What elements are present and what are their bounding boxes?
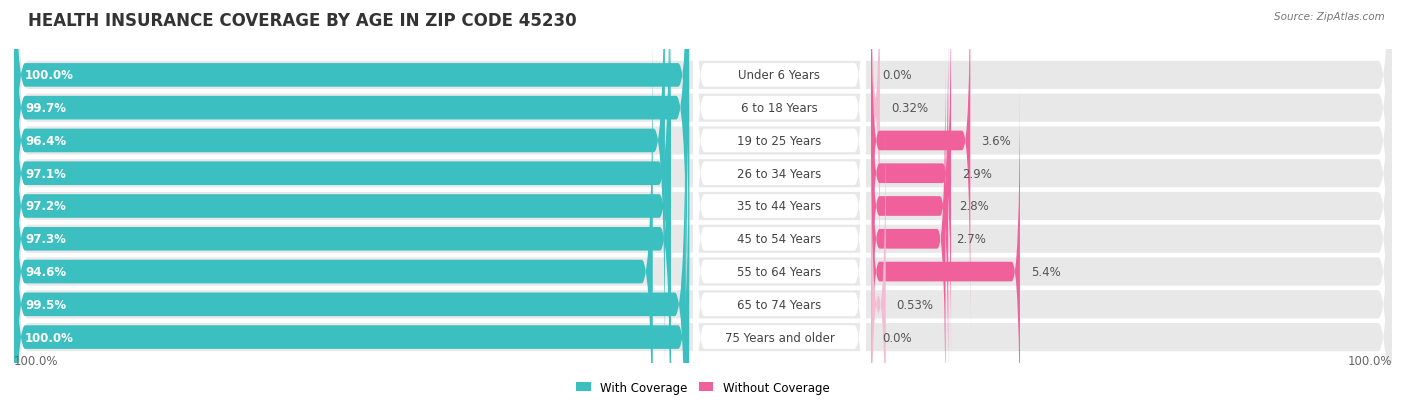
Text: 97.1%: 97.1% bbox=[25, 167, 66, 180]
Text: 100.0%: 100.0% bbox=[1347, 354, 1392, 367]
Text: 3.6%: 3.6% bbox=[981, 135, 1011, 147]
FancyBboxPatch shape bbox=[693, 0, 866, 391]
FancyBboxPatch shape bbox=[14, 0, 669, 413]
FancyBboxPatch shape bbox=[872, 0, 950, 360]
FancyBboxPatch shape bbox=[14, 0, 1392, 413]
Text: 75 Years and older: 75 Years and older bbox=[724, 331, 834, 344]
FancyBboxPatch shape bbox=[872, 118, 886, 413]
Legend: With Coverage, Without Coverage: With Coverage, Without Coverage bbox=[572, 376, 834, 399]
FancyBboxPatch shape bbox=[14, 0, 1392, 413]
Text: Source: ZipAtlas.com: Source: ZipAtlas.com bbox=[1274, 12, 1385, 22]
FancyBboxPatch shape bbox=[693, 0, 866, 413]
FancyBboxPatch shape bbox=[693, 88, 866, 413]
FancyBboxPatch shape bbox=[14, 0, 1392, 413]
Text: 96.4%: 96.4% bbox=[25, 135, 66, 147]
FancyBboxPatch shape bbox=[14, 0, 671, 413]
Text: 2.9%: 2.9% bbox=[962, 167, 991, 180]
Text: 19 to 25 Years: 19 to 25 Years bbox=[737, 135, 821, 147]
FancyBboxPatch shape bbox=[14, 0, 1392, 413]
Text: 97.2%: 97.2% bbox=[25, 200, 66, 213]
FancyBboxPatch shape bbox=[14, 0, 1392, 389]
FancyBboxPatch shape bbox=[872, 53, 945, 413]
FancyBboxPatch shape bbox=[872, 85, 1019, 413]
FancyBboxPatch shape bbox=[14, 0, 688, 358]
FancyBboxPatch shape bbox=[14, 0, 1392, 413]
FancyBboxPatch shape bbox=[872, 20, 948, 393]
Text: 2.8%: 2.8% bbox=[959, 200, 988, 213]
FancyBboxPatch shape bbox=[14, 0, 1392, 413]
Text: 45 to 54 Years: 45 to 54 Years bbox=[737, 233, 821, 246]
Text: 100.0%: 100.0% bbox=[25, 331, 75, 344]
FancyBboxPatch shape bbox=[14, 24, 1392, 413]
FancyBboxPatch shape bbox=[14, 0, 689, 325]
Text: 2.7%: 2.7% bbox=[956, 233, 987, 246]
Text: 100.0%: 100.0% bbox=[14, 354, 59, 367]
FancyBboxPatch shape bbox=[14, 0, 1392, 413]
Text: 5.4%: 5.4% bbox=[1031, 266, 1060, 278]
Text: 6 to 18 Years: 6 to 18 Years bbox=[741, 102, 818, 115]
Text: Under 6 Years: Under 6 Years bbox=[738, 69, 821, 82]
Text: HEALTH INSURANCE COVERAGE BY AGE IN ZIP CODE 45230: HEALTH INSURANCE COVERAGE BY AGE IN ZIP … bbox=[28, 12, 576, 30]
Text: 0.32%: 0.32% bbox=[891, 102, 928, 115]
Text: 100.0%: 100.0% bbox=[25, 69, 75, 82]
Text: 94.6%: 94.6% bbox=[25, 266, 66, 278]
Text: 0.0%: 0.0% bbox=[882, 331, 911, 344]
Text: 99.7%: 99.7% bbox=[25, 102, 66, 115]
FancyBboxPatch shape bbox=[693, 0, 866, 325]
Text: 0.0%: 0.0% bbox=[882, 69, 911, 82]
FancyBboxPatch shape bbox=[14, 88, 689, 413]
FancyBboxPatch shape bbox=[693, 0, 866, 413]
Text: 99.5%: 99.5% bbox=[25, 298, 66, 311]
Text: 55 to 64 Years: 55 to 64 Years bbox=[737, 266, 821, 278]
FancyBboxPatch shape bbox=[693, 0, 866, 358]
Text: 35 to 44 Years: 35 to 44 Years bbox=[737, 200, 821, 213]
FancyBboxPatch shape bbox=[14, 0, 665, 391]
Text: 26 to 34 Years: 26 to 34 Years bbox=[737, 167, 821, 180]
FancyBboxPatch shape bbox=[14, 22, 652, 413]
FancyBboxPatch shape bbox=[693, 0, 866, 413]
FancyBboxPatch shape bbox=[693, 22, 866, 413]
Text: 0.53%: 0.53% bbox=[897, 298, 934, 311]
Text: 65 to 74 Years: 65 to 74 Years bbox=[737, 298, 821, 311]
FancyBboxPatch shape bbox=[14, 55, 686, 413]
FancyBboxPatch shape bbox=[14, 0, 671, 413]
FancyBboxPatch shape bbox=[693, 55, 866, 413]
FancyBboxPatch shape bbox=[872, 0, 970, 328]
FancyBboxPatch shape bbox=[872, 0, 880, 295]
Text: 97.3%: 97.3% bbox=[25, 233, 66, 246]
